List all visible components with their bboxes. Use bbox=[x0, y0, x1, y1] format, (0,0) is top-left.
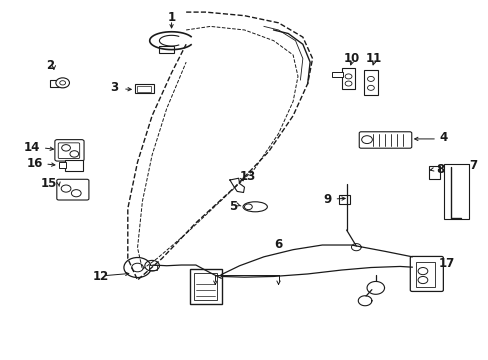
Bar bbox=[443, 164, 468, 219]
Circle shape bbox=[361, 136, 372, 144]
Bar bbox=[341, 68, 355, 89]
Bar bbox=[331, 72, 342, 77]
Circle shape bbox=[61, 145, 70, 151]
Circle shape bbox=[131, 263, 143, 272]
FancyBboxPatch shape bbox=[190, 269, 222, 304]
Circle shape bbox=[367, 76, 373, 81]
Text: 6: 6 bbox=[274, 238, 282, 251]
Circle shape bbox=[417, 267, 427, 275]
Circle shape bbox=[345, 74, 351, 79]
Ellipse shape bbox=[243, 202, 267, 212]
FancyBboxPatch shape bbox=[159, 46, 174, 53]
Text: 3: 3 bbox=[110, 81, 118, 94]
Bar bbox=[415, 262, 434, 287]
Bar bbox=[64, 160, 83, 171]
Circle shape bbox=[56, 78, 69, 88]
FancyBboxPatch shape bbox=[338, 195, 349, 204]
FancyBboxPatch shape bbox=[57, 179, 89, 200]
Text: 7: 7 bbox=[468, 159, 476, 172]
FancyBboxPatch shape bbox=[149, 265, 157, 270]
Bar bbox=[194, 273, 217, 300]
Text: 15: 15 bbox=[41, 177, 57, 190]
FancyBboxPatch shape bbox=[58, 143, 80, 158]
FancyBboxPatch shape bbox=[409, 256, 443, 292]
FancyBboxPatch shape bbox=[49, 80, 65, 87]
Text: 17: 17 bbox=[438, 257, 454, 270]
FancyBboxPatch shape bbox=[359, 132, 411, 148]
Text: 2: 2 bbox=[46, 59, 54, 72]
Text: 4: 4 bbox=[438, 131, 447, 144]
Text: 11: 11 bbox=[365, 52, 381, 65]
Circle shape bbox=[417, 276, 427, 284]
FancyBboxPatch shape bbox=[428, 166, 440, 179]
Bar bbox=[363, 70, 377, 95]
Text: 14: 14 bbox=[24, 141, 40, 154]
FancyBboxPatch shape bbox=[134, 84, 154, 93]
Text: 13: 13 bbox=[239, 170, 255, 183]
Circle shape bbox=[123, 257, 151, 278]
Text: 5: 5 bbox=[228, 200, 237, 213]
FancyBboxPatch shape bbox=[55, 140, 84, 161]
Text: 8: 8 bbox=[436, 163, 444, 176]
Text: 1: 1 bbox=[167, 11, 175, 24]
Circle shape bbox=[71, 190, 81, 197]
Circle shape bbox=[345, 81, 351, 86]
Circle shape bbox=[367, 85, 373, 90]
Circle shape bbox=[61, 185, 71, 192]
Bar bbox=[59, 162, 65, 168]
Text: 12: 12 bbox=[93, 270, 109, 283]
FancyBboxPatch shape bbox=[137, 86, 150, 92]
Text: 10: 10 bbox=[343, 52, 359, 65]
Text: 9: 9 bbox=[323, 193, 331, 206]
Circle shape bbox=[60, 81, 65, 85]
Text: 16: 16 bbox=[26, 157, 42, 170]
Circle shape bbox=[70, 151, 79, 157]
Circle shape bbox=[244, 204, 252, 210]
